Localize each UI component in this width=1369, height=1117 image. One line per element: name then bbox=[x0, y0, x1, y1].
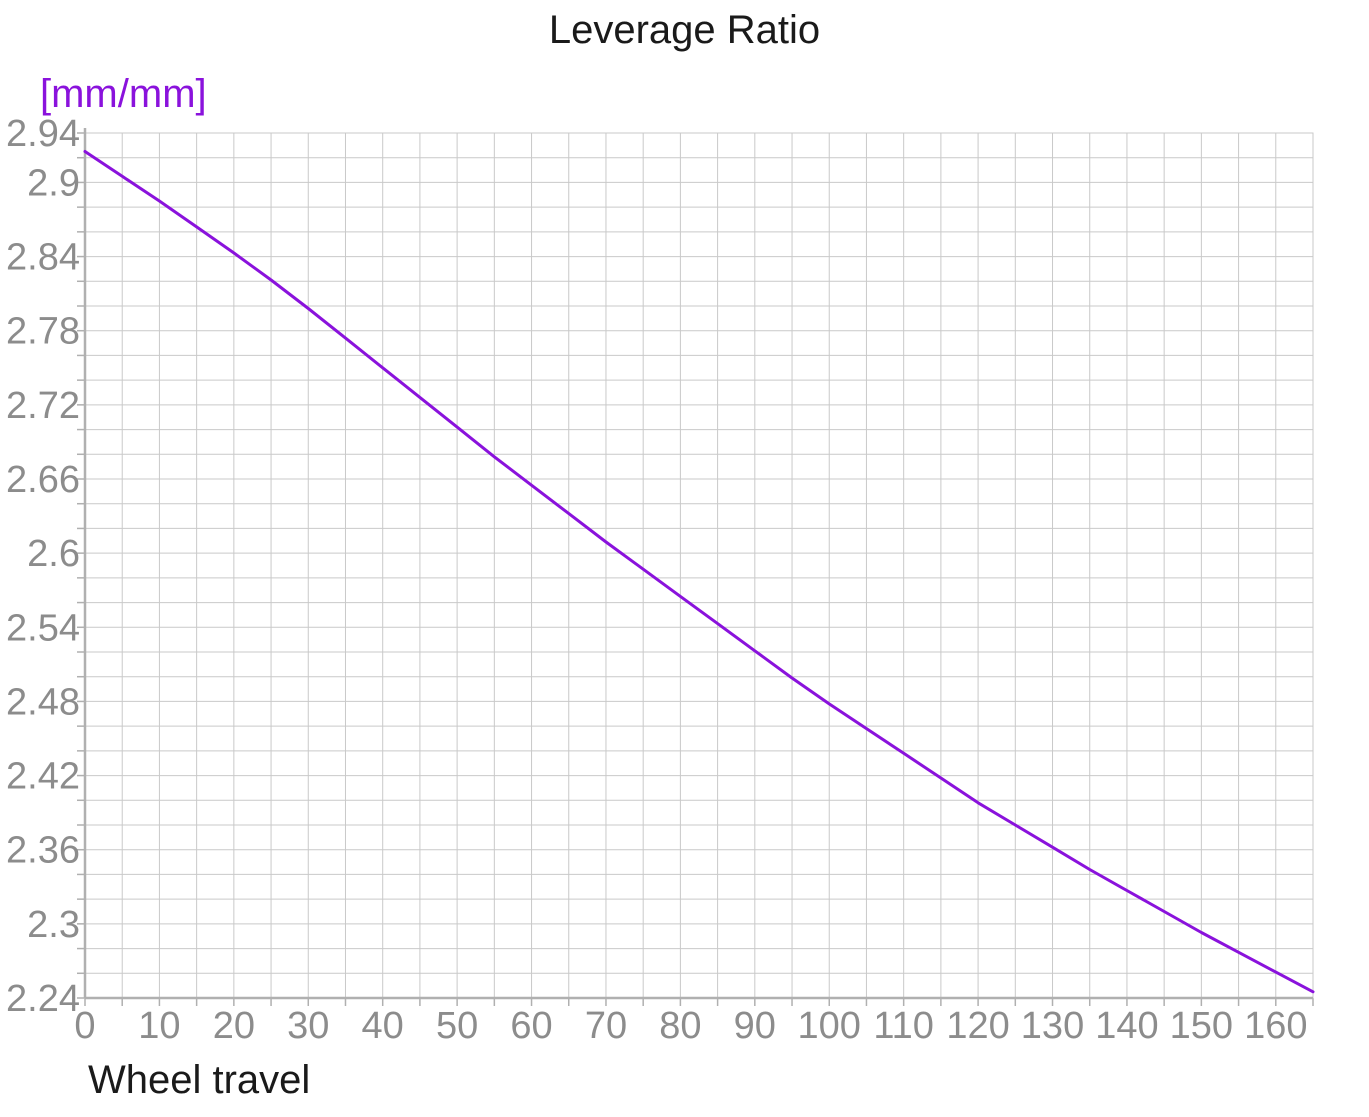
y-tick-label: 2.84 bbox=[6, 237, 80, 279]
x-tick-label: 70 bbox=[585, 1005, 627, 1047]
leverage-ratio-curve bbox=[83, 150, 1315, 994]
x-tick-label: 50 bbox=[436, 1005, 478, 1047]
y-tick-label: 2.78 bbox=[6, 311, 80, 353]
x-tick-label: 150 bbox=[1170, 1005, 1233, 1047]
x-tick-label: 40 bbox=[362, 1005, 404, 1047]
x-tick-label: 80 bbox=[659, 1005, 701, 1047]
y-tick-label: 2.42 bbox=[6, 756, 80, 798]
x-tick-label: 90 bbox=[734, 1005, 776, 1047]
plot-border bbox=[84, 132, 1314, 999]
y-tick-label: 2.6 bbox=[27, 533, 80, 575]
x-tick-label: 100 bbox=[798, 1005, 861, 1047]
y-tick-label: 2.54 bbox=[6, 607, 80, 649]
y-axis-unit-label: [mm/mm] bbox=[40, 72, 207, 116]
x-tick-label: 10 bbox=[138, 1005, 180, 1047]
x-tick-label: 20 bbox=[213, 1005, 255, 1047]
x-tick-label: 120 bbox=[946, 1005, 1009, 1047]
x-tick-label: 160 bbox=[1244, 1005, 1307, 1047]
y-tick-label: 2.48 bbox=[6, 681, 80, 723]
x-axis-label: Wheel travel bbox=[88, 1058, 311, 1102]
x-tick-label: 130 bbox=[1021, 1005, 1084, 1047]
x-tick-label: 60 bbox=[510, 1005, 552, 1047]
y-tick-label: 2.72 bbox=[6, 385, 80, 427]
chart-title: Leverage Ratio bbox=[548, 8, 821, 52]
x-tick-label: 30 bbox=[287, 1005, 329, 1047]
y-tick-label: 2.24 bbox=[6, 978, 80, 1020]
y-tick-label: 2.36 bbox=[6, 830, 80, 872]
x-tick-label: 140 bbox=[1095, 1005, 1158, 1047]
y-tick-label: 2.94 bbox=[6, 113, 80, 155]
y-tick-label: 2.66 bbox=[6, 459, 80, 501]
y-tick-label: 2.9 bbox=[27, 162, 80, 204]
x-tick-label: 0 bbox=[74, 1005, 95, 1047]
y-tick-label: 2.3 bbox=[27, 904, 80, 946]
x-tick-label: 110 bbox=[873, 1005, 934, 1047]
